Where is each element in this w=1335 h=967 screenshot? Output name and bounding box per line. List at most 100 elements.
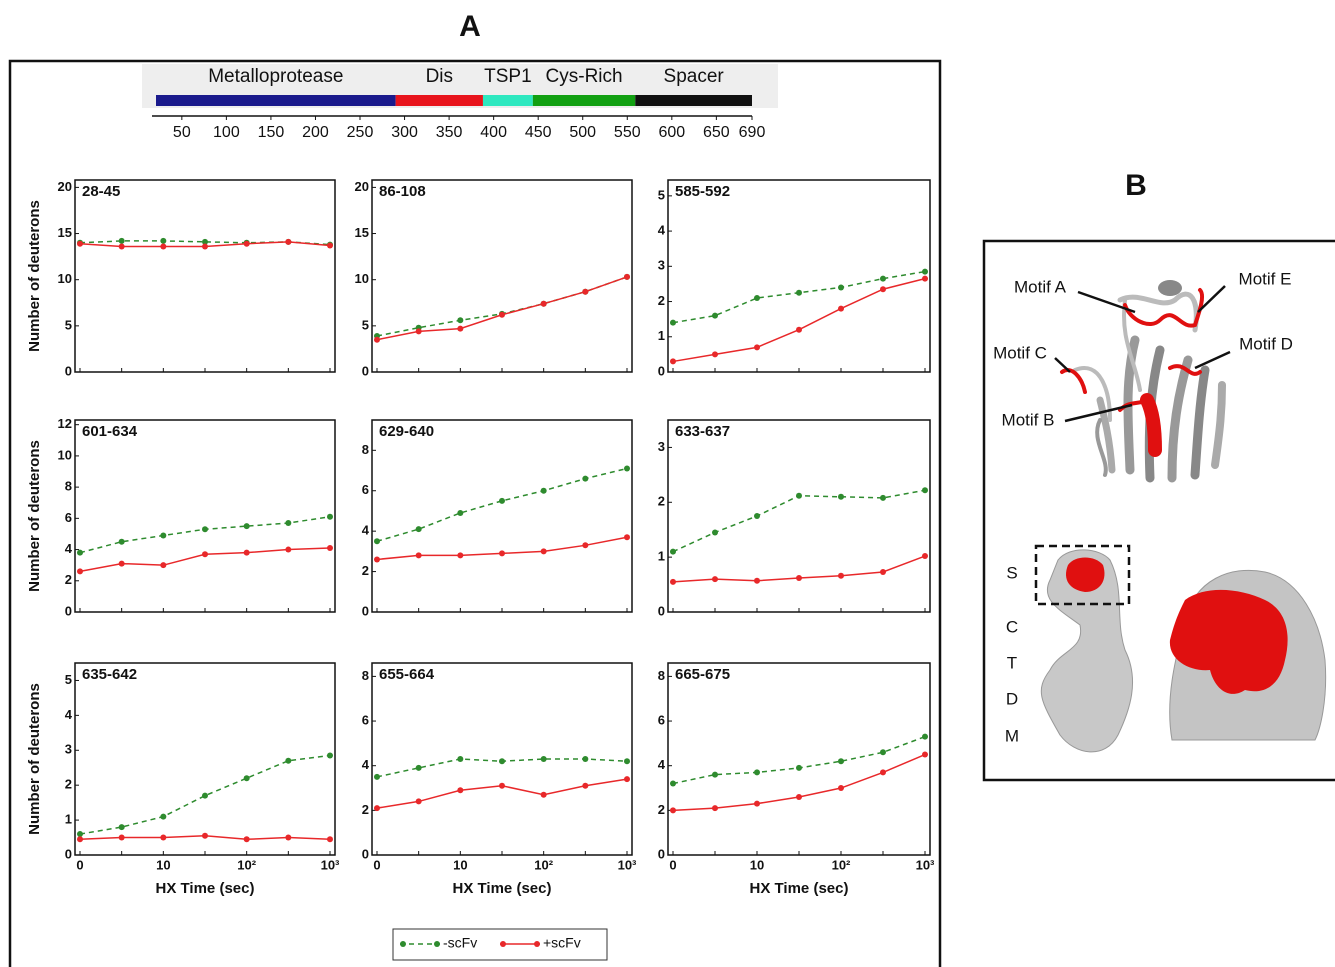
motif-label: Motif A xyxy=(1014,277,1067,296)
data-point xyxy=(880,568,886,575)
data-point xyxy=(160,834,167,841)
y-tick-label: 0 xyxy=(362,363,369,378)
data-point xyxy=(540,300,547,307)
series-line xyxy=(376,276,628,341)
data-point xyxy=(922,487,928,494)
data-point xyxy=(540,756,547,762)
y-tick-label: 0 xyxy=(362,846,369,861)
y-tick-label: 8 xyxy=(362,668,369,683)
data-point xyxy=(243,523,250,530)
y-tick-label: 2 xyxy=(658,494,665,509)
data-point xyxy=(670,319,676,326)
data-point xyxy=(624,465,630,472)
data-point xyxy=(243,775,250,782)
y-axis-label: Number of deuterons xyxy=(26,440,43,592)
y-tick-label: 6 xyxy=(362,482,369,497)
data-point xyxy=(712,529,718,536)
data-point xyxy=(118,237,125,244)
x-tick-label: 10² xyxy=(832,857,851,872)
legend-marker xyxy=(500,941,506,947)
data-point xyxy=(582,475,589,482)
data-point xyxy=(243,549,250,556)
x-tick-label: 0 xyxy=(76,857,83,872)
domain-tick-label: 350 xyxy=(436,124,463,141)
data-point xyxy=(77,836,83,843)
domain-letter: D xyxy=(1006,689,1018,708)
data-point xyxy=(415,526,422,533)
plot-frame xyxy=(74,179,336,373)
y-tick-label: 3 xyxy=(658,258,665,273)
y-tick-label: 0 xyxy=(65,603,72,618)
domain-tick-label: 300 xyxy=(391,124,418,141)
y-tick-label: 5 xyxy=(65,317,72,332)
plot-frame xyxy=(667,662,931,856)
data-point xyxy=(922,553,928,560)
motif-label: Motif E xyxy=(1239,269,1292,288)
data-point xyxy=(457,756,464,762)
data-point xyxy=(285,834,292,841)
legend-marker xyxy=(534,941,540,947)
data-point xyxy=(712,576,718,583)
y-tick-label: 0 xyxy=(658,603,665,618)
y-tick-label: 2 xyxy=(362,563,369,578)
x-axis-label: HX Time (sec) xyxy=(453,880,552,897)
chart-title: 665-675 xyxy=(675,666,730,683)
y-tick-label: 0 xyxy=(362,603,369,618)
y-tick-label: 0 xyxy=(65,846,72,861)
x-tick-label: 10 xyxy=(750,857,764,872)
plot-frame xyxy=(667,179,931,373)
data-point xyxy=(712,771,718,778)
y-tick-label: 6 xyxy=(658,712,665,727)
data-point xyxy=(499,782,505,789)
data-point xyxy=(327,513,333,520)
chart-title: 28-45 xyxy=(82,183,120,200)
data-point xyxy=(922,275,928,282)
chart-title: 635-642 xyxy=(82,666,137,683)
y-tick-label: 0 xyxy=(65,363,72,378)
data-point xyxy=(540,548,547,555)
y-tick-label: 0 xyxy=(658,363,665,378)
data-point xyxy=(670,578,676,585)
data-point xyxy=(754,295,760,302)
ribbon-structure xyxy=(1060,280,1226,483)
panel-a-frame xyxy=(8,59,942,967)
legend-marker xyxy=(400,941,406,947)
domain-segment xyxy=(635,95,752,106)
data-point xyxy=(202,243,208,250)
domain-tick-label: 150 xyxy=(258,124,285,141)
y-tick-label: 15 xyxy=(355,225,369,240)
motif-pointer xyxy=(1077,290,1136,314)
y-tick-label: 1 xyxy=(658,328,665,343)
data-point xyxy=(838,785,844,792)
data-point xyxy=(77,549,83,556)
data-point xyxy=(754,769,760,776)
y-tick-label: 4 xyxy=(362,757,370,772)
x-tick-label: 10² xyxy=(237,857,256,872)
domain-segment xyxy=(395,95,483,106)
legend-label: +scFv xyxy=(543,935,581,951)
data-point xyxy=(624,776,630,783)
y-tick-label: 10 xyxy=(58,447,72,462)
data-point xyxy=(499,550,505,557)
data-point xyxy=(77,240,83,247)
data-point xyxy=(796,492,802,499)
domain-letter: C xyxy=(1006,617,1018,636)
y-tick-label: 3 xyxy=(658,439,665,454)
domain-tick-label: 450 xyxy=(525,124,552,141)
data-point xyxy=(754,344,760,351)
y-tick-label: 12 xyxy=(58,416,72,431)
data-point xyxy=(77,831,83,838)
domain-label: Cys-Rich xyxy=(546,66,623,87)
motif-label: Motif B xyxy=(1002,410,1055,429)
data-point xyxy=(922,751,928,758)
x-tick-label: 0 xyxy=(373,857,380,872)
x-axis-label: HX Time (sec) xyxy=(750,880,849,897)
y-tick-label: 8 xyxy=(65,479,72,494)
data-point xyxy=(327,242,333,249)
chart-title: 633-637 xyxy=(675,423,730,440)
data-point xyxy=(838,572,844,579)
data-point xyxy=(374,773,380,780)
data-point xyxy=(285,520,292,527)
data-point xyxy=(754,800,760,807)
